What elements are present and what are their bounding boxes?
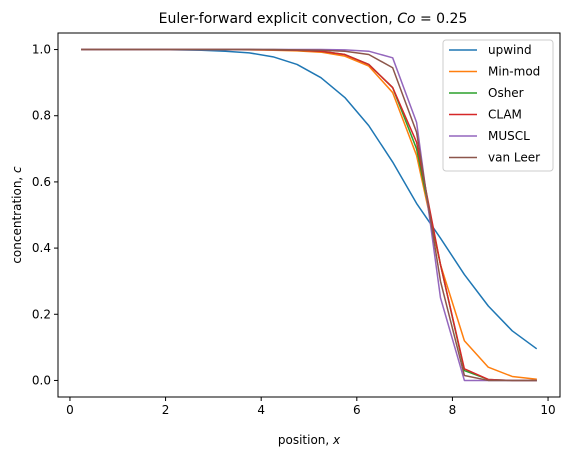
legend-box [442, 39, 554, 172]
legend-label-upwind: upwind [488, 43, 532, 57]
legend-label-clam: CLAM [488, 108, 522, 122]
plot-frame [57, 32, 561, 398]
y-tick-label: 0.2 [32, 307, 51, 321]
legend-label-muscl: MUSCL [488, 129, 530, 143]
x-tick-label: 8 [449, 403, 457, 417]
legend-items: upwind Min-mod Osher CLAM MUSCL van Leer [449, 43, 540, 165]
x-tick-label: 0 [66, 403, 74, 417]
y-axis-label: concentration, c [10, 166, 24, 264]
legend: upwind Min-mod Osher CLAM MUSCL van Leer [442, 39, 554, 172]
y-tick-label: 0.4 [32, 241, 51, 255]
x-axis-ticks: 0 2 4 6 8 10 [66, 397, 556, 417]
y-tick-label: 0.6 [32, 175, 51, 189]
legend-label-van-leer: van Leer [488, 151, 540, 165]
y-tick-label: 0.8 [32, 109, 51, 123]
chart-title: Euler-forward explicit convection, Co = … [159, 11, 468, 27]
y-axis-ticks: 0.0 0.2 0.4 0.6 0.8 1.0 [32, 43, 58, 387]
y-tick-label: 1.0 [32, 43, 51, 57]
x-tick-label: 10 [540, 403, 555, 417]
legend-label-min-mod: Min-mod [488, 65, 540, 79]
x-tick-label: 2 [162, 403, 170, 417]
legend-label-osher: Osher [488, 86, 524, 100]
x-tick-label: 4 [257, 403, 265, 417]
series-lines [81, 48, 538, 382]
y-tick-label: 0.0 [32, 373, 51, 387]
series-line-van-leer [81, 48, 537, 382]
x-tick-label: 6 [353, 403, 361, 417]
x-axis-label: position, x [278, 433, 341, 447]
